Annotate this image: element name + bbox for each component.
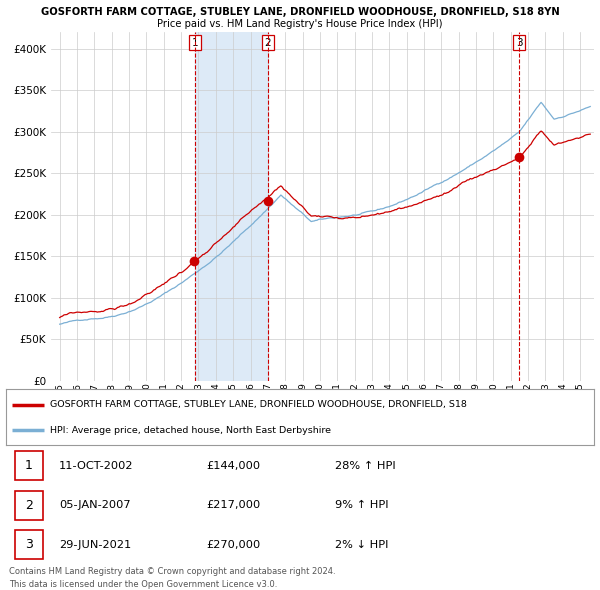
- Text: £144,000: £144,000: [206, 461, 260, 471]
- Text: 2% ↓ HPI: 2% ↓ HPI: [335, 540, 389, 550]
- Bar: [195, 32, 268, 381]
- Text: £270,000: £270,000: [206, 540, 260, 550]
- Text: £217,000: £217,000: [206, 500, 260, 510]
- Text: GOSFORTH FARM COTTAGE, STUBLEY LANE, DRONFIELD WOODHOUSE, DRONFIELD, S18 8YN: GOSFORTH FARM COTTAGE, STUBLEY LANE, DRO…: [41, 7, 559, 17]
- Text: This data is licensed under the Open Government Licence v3.0.: This data is licensed under the Open Gov…: [9, 580, 277, 589]
- Text: 1: 1: [25, 459, 33, 473]
- Text: 1: 1: [191, 38, 198, 48]
- Text: 11-OCT-2002: 11-OCT-2002: [59, 461, 133, 471]
- Text: Price paid vs. HM Land Registry's House Price Index (HPI): Price paid vs. HM Land Registry's House …: [157, 19, 443, 29]
- Text: 2: 2: [265, 38, 271, 48]
- Text: Contains HM Land Registry data © Crown copyright and database right 2024.: Contains HM Land Registry data © Crown c…: [9, 567, 335, 576]
- Text: 05-JAN-2007: 05-JAN-2007: [59, 500, 131, 510]
- Text: 28% ↑ HPI: 28% ↑ HPI: [335, 461, 396, 471]
- FancyBboxPatch shape: [15, 491, 43, 520]
- FancyBboxPatch shape: [15, 451, 43, 480]
- Text: 29-JUN-2021: 29-JUN-2021: [59, 540, 131, 550]
- FancyBboxPatch shape: [15, 530, 43, 559]
- Text: HPI: Average price, detached house, North East Derbyshire: HPI: Average price, detached house, Nort…: [50, 426, 331, 435]
- Text: GOSFORTH FARM COTTAGE, STUBLEY LANE, DRONFIELD WOODHOUSE, DRONFIELD, S18: GOSFORTH FARM COTTAGE, STUBLEY LANE, DRO…: [50, 400, 467, 409]
- Text: 9% ↑ HPI: 9% ↑ HPI: [335, 500, 389, 510]
- Text: 3: 3: [516, 38, 523, 48]
- Text: 3: 3: [25, 538, 33, 552]
- Text: 2: 2: [25, 499, 33, 512]
